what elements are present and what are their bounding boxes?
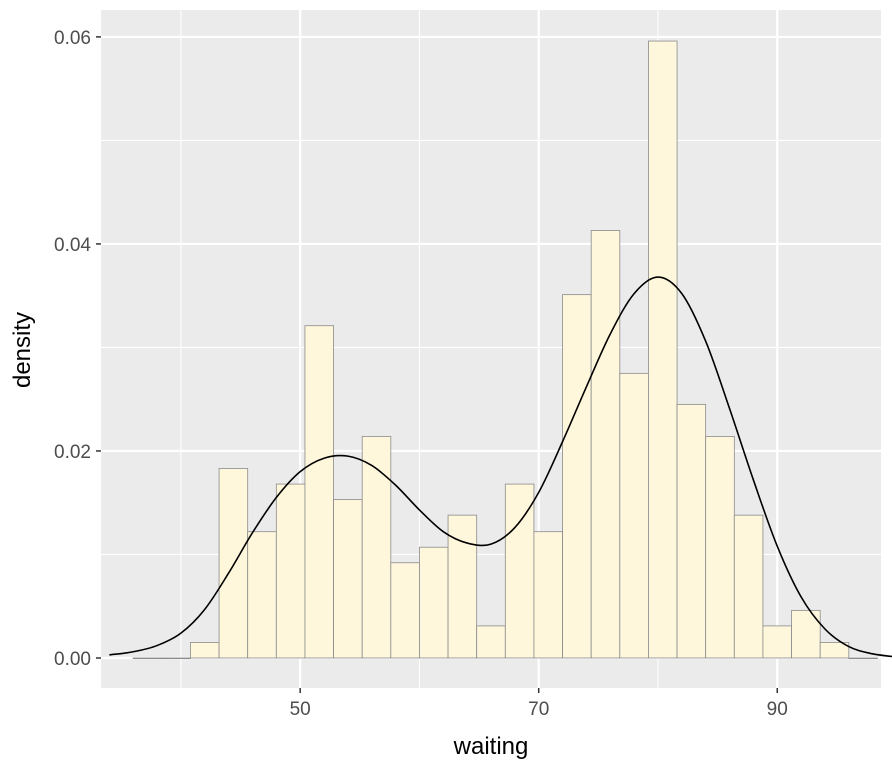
histogram-bar <box>533 531 563 659</box>
x-axis-title: waiting <box>453 733 529 760</box>
histogram-bar <box>676 403 707 659</box>
histogram-bar <box>390 562 420 659</box>
histogram-bar <box>562 294 592 659</box>
y-axis-title: density <box>9 312 36 388</box>
x-tick-label: 90 <box>767 699 788 720</box>
plot-panel <box>101 10 881 688</box>
x-axis-ticks: 50 70 90 <box>290 688 788 720</box>
y-tick-label: 0.04 <box>54 235 91 256</box>
histogram-bars <box>132 40 878 659</box>
histogram-bar <box>447 514 478 659</box>
y-tick-label: 0.06 <box>54 28 91 49</box>
histogram-bar <box>361 436 392 659</box>
histogram-bar <box>304 325 334 659</box>
histogram-bar <box>819 642 850 659</box>
histogram-bar <box>590 230 621 659</box>
histogram-bar <box>333 499 363 659</box>
histogram-bar <box>132 657 163 659</box>
histogram-bar <box>762 625 792 659</box>
y-tick-label: 0.00 <box>54 649 91 670</box>
histogram-bar <box>848 657 878 659</box>
histogram-bar <box>705 436 735 659</box>
histogram-bar <box>190 642 220 659</box>
histogram-bar <box>504 483 535 659</box>
histogram-bar <box>218 468 249 659</box>
y-axis-ticks: 0.00 0.02 0.04 0.06 <box>54 28 101 670</box>
x-tick-label: 50 <box>290 699 311 720</box>
histogram-bar <box>476 625 506 659</box>
y-tick-label: 0.02 <box>54 442 91 463</box>
histogram-bar <box>419 546 449 659</box>
density-curve <box>109 276 892 658</box>
histogram-bar <box>247 531 277 659</box>
histogram-bar <box>275 483 306 659</box>
histogram-bar <box>648 40 678 659</box>
histogram-bar <box>733 514 764 659</box>
x-tick-label: 70 <box>528 699 549 720</box>
histogram-bar <box>161 657 191 659</box>
histogram-bar <box>619 372 649 659</box>
